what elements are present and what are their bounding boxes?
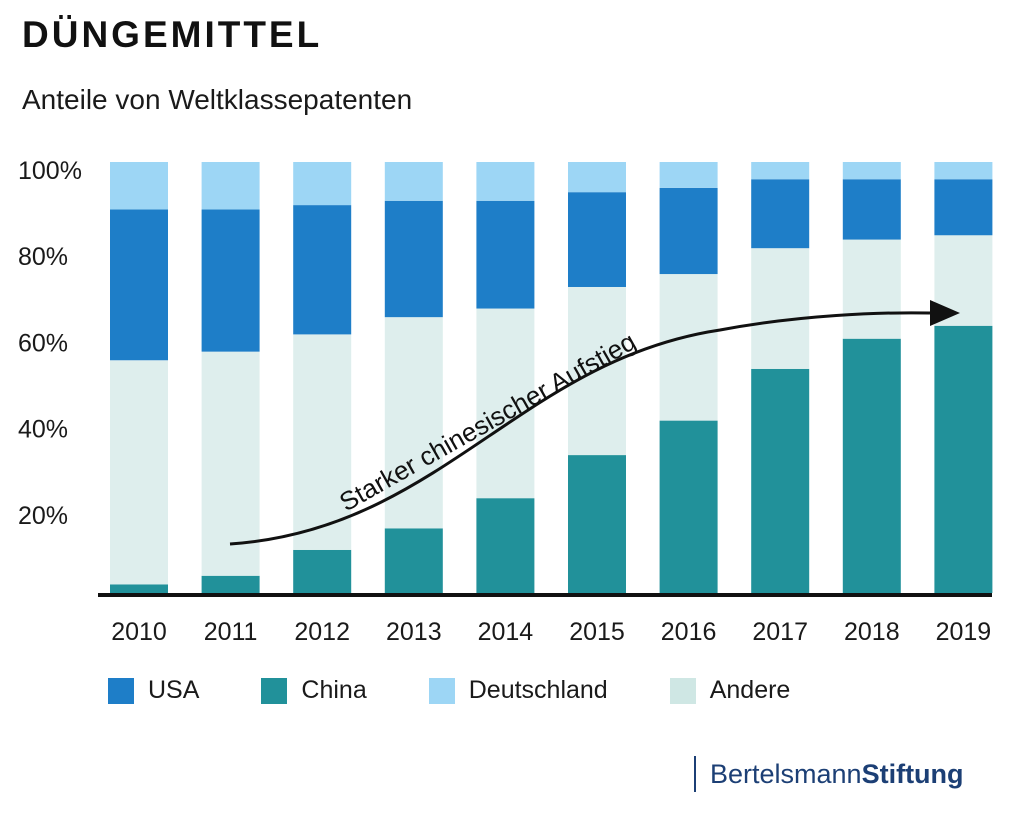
y-tick-label: 80% [18, 243, 68, 271]
legend-swatch-china [261, 677, 288, 704]
legend-item-deutschland: Deutschland [428, 676, 608, 705]
trend-arrowhead [930, 300, 960, 326]
x-tick-label: 2017 [752, 618, 808, 646]
x-tick-label: 2013 [386, 618, 442, 646]
bars-group [110, 162, 993, 593]
bar-deutschland-2014 [476, 162, 535, 201]
x-tick-label: 2010 [111, 618, 167, 646]
bar-usa-2016 [659, 187, 718, 275]
bar-deutschland-2015 [568, 162, 626, 193]
bar-china-2016 [659, 420, 718, 593]
x-tick-label: 2011 [204, 618, 258, 646]
legend-item-andere: Andere [669, 676, 791, 705]
trend-arrow [229, 311, 931, 546]
bar-andere-2011 [201, 351, 260, 576]
legend-label-deutschland: Deutschland [468, 676, 608, 704]
bar-china-2012 [293, 549, 352, 593]
bar-andere-2016 [659, 274, 718, 421]
legend-label-china: China [301, 676, 367, 704]
x-tick-label: 2015 [569, 618, 625, 646]
bar-usa-2010 [110, 209, 168, 361]
bar-china-2013 [384, 528, 443, 593]
legend-label-andere: Andere [709, 676, 791, 704]
bar-usa-2015 [568, 192, 626, 287]
y-tick-label: 60% [18, 329, 68, 357]
y-axis-ticks: 20% 40% 60% 80% 100% [18, 157, 82, 530]
bar-usa-2011 [201, 209, 260, 352]
legend-swatch-usa [108, 677, 134, 704]
brand-name-strong: Stiftung [861, 758, 964, 789]
x-tick-label: 2018 [844, 618, 900, 646]
bar-usa-2014 [476, 200, 535, 309]
bar-china-2019 [934, 325, 993, 593]
legend-swatch-deutschland [428, 677, 455, 704]
bar-andere-2012 [293, 334, 352, 550]
brand-logo: Bertelsmann Stiftung [694, 756, 964, 792]
bar-andere-2018 [842, 239, 901, 339]
legend-label-usa: USA [148, 676, 200, 704]
bar-china-2018 [842, 338, 901, 593]
bar-china-2015 [568, 455, 626, 593]
chart-title: DÜNGEMITTEL [22, 14, 323, 55]
bar-usa-2017 [751, 179, 810, 249]
bar-andere-2013 [384, 317, 443, 529]
bar-deutschland-2016 [659, 162, 718, 188]
bar-deutschland-2011 [201, 162, 260, 210]
bar-usa-2019 [934, 179, 993, 236]
x-tick-label: 2019 [936, 618, 992, 646]
legend: USA China Deutschland Andere [108, 676, 852, 705]
bar-deutschland-2017 [751, 162, 810, 180]
bar-deutschland-2018 [842, 162, 901, 180]
bar-andere-2010 [110, 360, 168, 585]
bar-andere-2017 [751, 248, 810, 369]
bar-china-2011 [201, 575, 260, 593]
legend-item-china: China [261, 676, 367, 705]
bar-usa-2018 [842, 179, 901, 240]
y-tick-label: 40% [18, 416, 68, 444]
bar-deutschland-2010 [110, 162, 168, 210]
bar-china-2014 [476, 498, 535, 593]
x-tick-label: 2014 [478, 618, 534, 646]
legend-swatch-andere [669, 677, 696, 704]
x-axis-ticks: 2010 2011 2012 2013 2014 2015 2016 2017 2018 2019 [111, 618, 991, 646]
legend-item-usa: USA [108, 676, 199, 705]
bar-andere-2014 [476, 308, 535, 499]
bar-china-2010 [110, 584, 168, 593]
bar-usa-2013 [384, 200, 443, 318]
x-tick-label: 2012 [294, 618, 350, 646]
y-tick-label: 100% [18, 157, 82, 185]
bar-deutschland-2019 [934, 162, 993, 180]
bar-deutschland-2013 [384, 162, 443, 201]
brand-name: Bertelsmann [710, 758, 862, 789]
bar-deutschland-2012 [293, 162, 352, 206]
bar-usa-2012 [293, 205, 352, 335]
x-tick-label: 2016 [661, 618, 717, 646]
chart-subtitle: Anteile von Weltklassepatenten [22, 84, 413, 115]
y-tick-label: 20% [18, 502, 68, 530]
bar-china-2017 [751, 368, 810, 593]
